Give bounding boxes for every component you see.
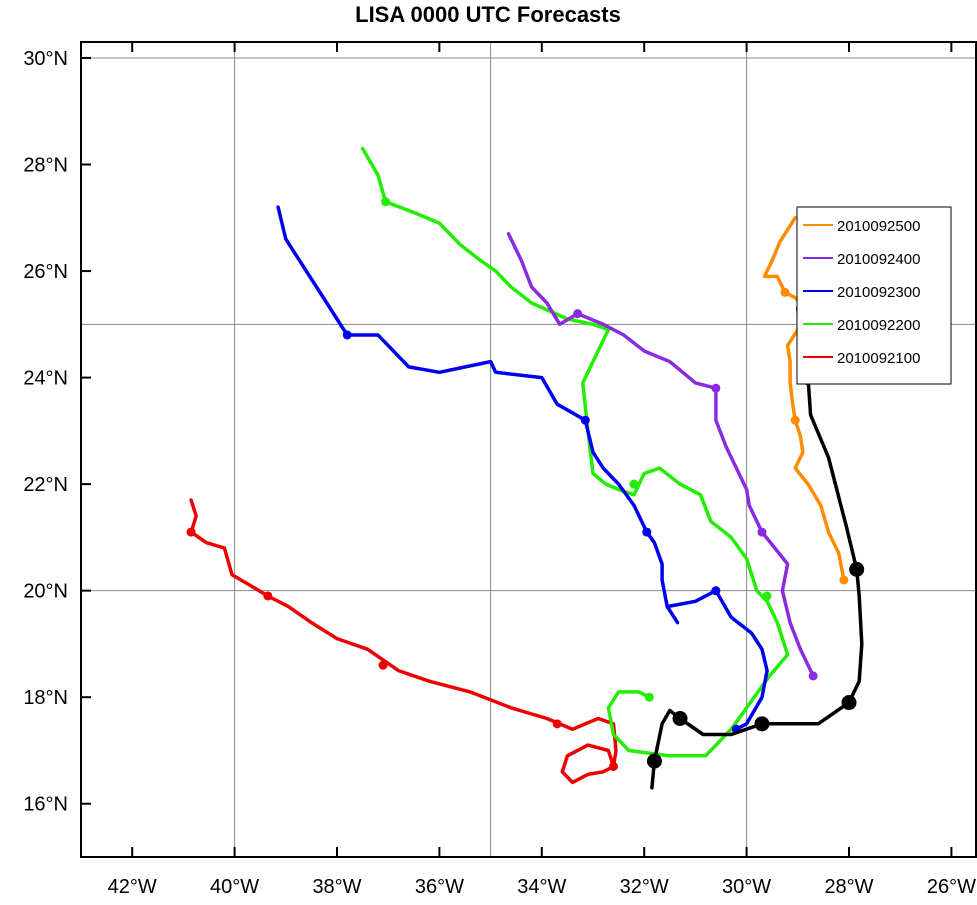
y-tick-label: 26°N xyxy=(23,261,68,283)
series-2010092300-line xyxy=(276,205,769,731)
y-tick-label: 20°N xyxy=(23,581,68,603)
series-2010092200-point xyxy=(381,197,391,207)
observed-track-point xyxy=(672,711,688,727)
series-2010092500-point xyxy=(839,575,849,585)
series-2010092100-line xyxy=(189,498,618,785)
legend-label: 2010092300 xyxy=(837,284,920,301)
series-2010092300-point xyxy=(711,586,721,596)
axes: 42°W 40°W 38°W 36°W 34°W 32°W 30°W 28°W 26°W 16°N… xyxy=(23,41,977,898)
plot-frame xyxy=(80,41,977,858)
legend-box xyxy=(796,206,952,385)
series-layer xyxy=(186,146,865,790)
x-tick-label: 40°W xyxy=(210,876,259,898)
y-tick-label: 16°N xyxy=(23,794,68,816)
series-2010092300-point xyxy=(642,527,652,537)
legend-label: 2010092500 xyxy=(837,218,920,235)
x-tick-label: 34°W xyxy=(517,876,566,898)
series-2010092500-point xyxy=(790,415,800,425)
observed-track-point xyxy=(646,753,662,769)
x-tick-label: 32°W xyxy=(620,876,669,898)
y-tick-label: 30°N xyxy=(23,48,68,70)
y-tick-label: 22°N xyxy=(23,474,68,496)
observed-track-line xyxy=(650,306,864,790)
legend-label: 2010092200 xyxy=(837,317,920,334)
observed-track-point xyxy=(754,716,770,732)
chart-title: LISA 0000 UTC Forecasts xyxy=(355,2,621,27)
series-2010092400-point xyxy=(757,527,767,537)
x-tick-label: 42°W xyxy=(108,876,157,898)
series-2010092100-point xyxy=(378,660,388,670)
series-2010092100-point xyxy=(263,591,273,601)
series-2010092400-point xyxy=(573,309,583,319)
y-tick-label: 24°N xyxy=(23,368,68,390)
observed-track-point xyxy=(841,695,857,711)
series-2010092200-point xyxy=(629,479,639,489)
series-2010092300-point xyxy=(342,330,352,340)
series-2010092300-point xyxy=(580,415,590,425)
legend-label: 2010092400 xyxy=(837,251,920,268)
series-2010092100-point xyxy=(552,719,562,729)
series-2010092500-point xyxy=(780,287,790,297)
x-tick-label: 36°W xyxy=(415,876,464,898)
series-2010092100-point xyxy=(186,527,196,537)
series-2010092200-point xyxy=(644,692,654,702)
legend: 2010092500 2010092400 2010092300 2010092200… xyxy=(796,206,952,385)
series-2010092400-point xyxy=(808,671,818,681)
series-2010092100-point xyxy=(608,761,618,771)
y-tick-label: 28°N xyxy=(23,155,68,177)
x-tick-label: 38°W xyxy=(312,876,361,898)
x-tick-label: 30°W xyxy=(722,876,771,898)
y-tick-label: 18°N xyxy=(23,687,68,709)
series-2010092400-line xyxy=(506,232,815,678)
x-tick-label: 26°W xyxy=(927,876,976,898)
grid xyxy=(81,42,977,858)
legend-label: 2010092100 xyxy=(837,350,920,367)
series-2010092400-point xyxy=(711,383,721,393)
x-tick-label: 28°W xyxy=(824,876,873,898)
series-2010092200-line xyxy=(360,146,790,758)
observed-track-point xyxy=(849,561,865,577)
series-2010092200-point xyxy=(762,591,772,601)
series-2010092500-line xyxy=(762,216,846,582)
